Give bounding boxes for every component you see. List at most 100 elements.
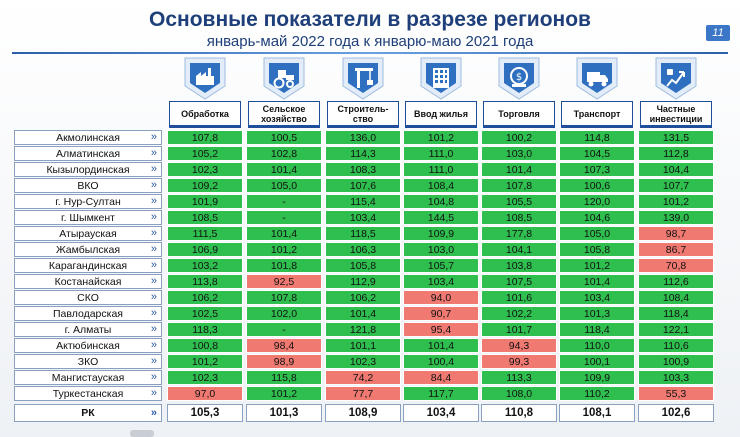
table-cell: 108,5	[167, 210, 243, 225]
table-cell: 120,0	[559, 194, 635, 209]
region-label: Павлодарская »	[14, 306, 162, 321]
table-cell: 100,5	[246, 130, 322, 145]
table-cell: 101,1	[325, 338, 401, 353]
table-cell: 102,3	[167, 370, 243, 385]
investment-icon	[653, 56, 699, 100]
chevron-right-icon: »	[150, 131, 157, 143]
chevron-right-icon: »	[150, 275, 157, 287]
region-label: г. Шымкент »	[14, 210, 162, 225]
factory-icon	[182, 56, 228, 100]
table-cell: 74,2	[325, 370, 401, 385]
table-cell: 110,0	[559, 338, 635, 353]
region-label: Кызылординская »	[14, 162, 162, 177]
region-label: г. Нур-Султан »	[14, 194, 162, 209]
total-cell: 110,8	[481, 404, 557, 422]
region-label: СКО »	[14, 290, 162, 305]
table-cell: 122,1	[638, 322, 714, 337]
table-cell: 113,8	[167, 274, 243, 289]
table-cell: 106,3	[325, 242, 401, 257]
table-cell: 101,2	[246, 242, 322, 257]
table-cell: 114,3	[325, 146, 401, 161]
column-header: Торговля	[483, 101, 555, 128]
table-cell: 105,7	[403, 258, 479, 273]
column-header: Транспорт	[561, 101, 633, 128]
region-label: Карагандинская »	[14, 258, 162, 273]
table-cell: 100,9	[638, 354, 714, 369]
table-cell: 112,9	[325, 274, 401, 289]
table-cell: 107,8	[246, 290, 322, 305]
table-cell: 177,8	[481, 226, 557, 241]
table-cell: 113,3	[481, 370, 557, 385]
table-cell: 107,8	[481, 178, 557, 193]
region-name: Жамбылская	[55, 243, 121, 256]
table-cell: 118,3	[167, 322, 243, 337]
table-cell: 118,5	[325, 226, 401, 241]
table-cell: 110,2	[559, 386, 635, 401]
building-icon	[418, 56, 464, 100]
table-cell: 139,0	[638, 210, 714, 225]
table-cell: 102,8	[246, 146, 322, 161]
table-cell: 105,2	[167, 146, 243, 161]
table-cell: 107,6	[325, 178, 401, 193]
table-cell: 104,4	[638, 162, 714, 177]
region-label: Костанайская »	[14, 274, 162, 289]
chevron-right-icon: »	[150, 323, 157, 335]
table-cell: 100,1	[559, 354, 635, 369]
table-cell: 105,8	[325, 258, 401, 273]
title-divider	[12, 52, 728, 54]
table-cell: 106,2	[325, 290, 401, 305]
table-cell: 101,4	[246, 162, 322, 177]
region-name: г. Алматы	[64, 323, 112, 336]
table-cell: 103,4	[325, 210, 401, 225]
total-cell: 105,3	[167, 404, 243, 422]
total-cell: 108,9	[325, 404, 401, 422]
column-header: Сельское хозяйство	[248, 101, 320, 128]
table-cell: 107,5	[481, 274, 557, 289]
total-region-name: РК	[81, 407, 95, 419]
table-cell: 55,3	[638, 386, 714, 401]
chevron-right-icon: »	[150, 195, 157, 207]
table-cell: 103,3	[638, 370, 714, 385]
table-cell: 101,2	[638, 194, 714, 209]
table-cell: 112,8	[638, 146, 714, 161]
column-header: Обработка	[169, 101, 241, 128]
chevron-right-icon: »	[150, 163, 157, 175]
region-label: Актюбинская »	[14, 338, 162, 353]
region-name: Костанайская	[54, 275, 122, 288]
table-cell: -	[246, 322, 322, 337]
table-cell: 118,4	[638, 306, 714, 321]
chevron-right-icon: »	[150, 387, 157, 399]
chevron-right-icon: »	[150, 179, 157, 191]
region-label: Туркестанская »	[14, 386, 162, 401]
table-cell: 100,4	[403, 354, 479, 369]
table-cell: 103,0	[403, 242, 479, 257]
table-cell: 102,3	[325, 354, 401, 369]
table-cell: 109,2	[167, 178, 243, 193]
chevron-right-icon: »	[150, 227, 157, 239]
table-cell: 121,8	[325, 322, 401, 337]
chevron-right-icon: »	[150, 291, 157, 303]
region-label: ЗКО »	[14, 354, 162, 369]
table-cell: 111,0	[403, 146, 479, 161]
region-name: Мангистауская	[51, 371, 125, 384]
table-cell: 105,5	[481, 194, 557, 209]
table-cell: 94,0	[403, 290, 479, 305]
table-cell: 101,9	[167, 194, 243, 209]
column-header: Строитель-ство	[327, 101, 399, 128]
region-name: Павлодарская	[53, 307, 123, 320]
table-cell: 97,0	[167, 386, 243, 401]
table-cell: 111,0	[403, 162, 479, 177]
table-cell: 101,6	[481, 290, 557, 305]
table-cell: 101,8	[246, 258, 322, 273]
region-label: Алматинская »	[14, 146, 162, 161]
table-cell: 118,4	[559, 322, 635, 337]
table-cell: 108,4	[638, 290, 714, 305]
table-cell: 102,3	[167, 162, 243, 177]
table-cell: 77,7	[325, 386, 401, 401]
table-cell: -	[246, 210, 322, 225]
table-cell: 103,4	[559, 290, 635, 305]
chevron-right-icon: »	[150, 147, 157, 159]
table-cell: 100,8	[167, 338, 243, 353]
table-cell: 104,8	[403, 194, 479, 209]
table-cell: 108,5	[481, 210, 557, 225]
